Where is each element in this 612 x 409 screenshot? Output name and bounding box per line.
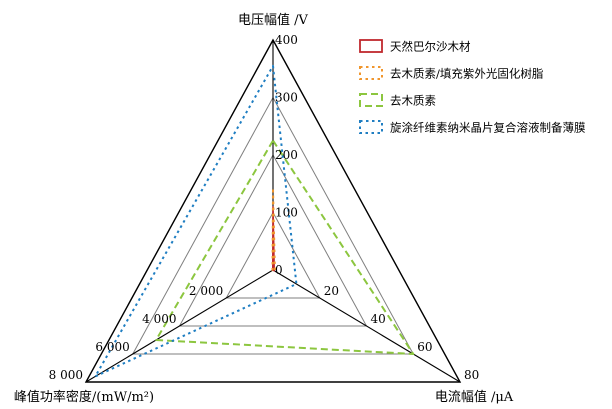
- axis-title-0: 电压幅值 /V: [238, 12, 309, 28]
- legend-label-1: 去木质素/填充紫外光固化树脂: [390, 67, 543, 81]
- tick-label-voltage: 100: [275, 206, 298, 220]
- axis-spoke-2: [85, 269, 274, 383]
- tick-label-current: 20: [324, 284, 339, 298]
- tick-label-current: 40: [371, 312, 386, 326]
- grid-ring-2: [178, 153, 368, 327]
- outer-frame: [84, 38, 462, 383]
- tick-labels: 0 100 200 300 400 20 40 60 80 2 000 4 000 6 000 8 00…: [49, 33, 480, 382]
- grid-ring-3: [131, 96, 415, 355]
- tick-label-voltage: 300: [275, 91, 298, 105]
- axis-titles: 电压幅值 /V 电流幅值 /μA 峰值功率密度/(mW/m²): [14, 12, 514, 405]
- legend-label-3: 旋涂纤维素纳米晶片复合溶液制备薄膜: [390, 121, 586, 135]
- legend-swatch-2: [359, 93, 383, 107]
- axis-spoke-1: [272, 269, 461, 383]
- legend-label-2: 去木质素: [390, 94, 436, 108]
- legend-label-0: 天然巴尔沙木材: [390, 40, 471, 54]
- series-polygon-3: [94, 64, 298, 378]
- axis-title-2: 峰值功率密度/(mW/m²): [14, 389, 154, 405]
- legend-swatch-1: [359, 66, 383, 80]
- tick-label-power-density: 2 000: [189, 284, 223, 298]
- axis-title-1: 电流幅值 /μA: [435, 389, 514, 405]
- tick-label-power-density: 6 000: [95, 340, 129, 354]
- legend: 天然巴尔沙木材去木质素/填充紫外光固化树脂去木质素旋涂纤维素纳米晶片复合溶液制备…: [359, 39, 586, 135]
- tick-label-voltage: 0: [275, 263, 283, 277]
- tick-label-current: 80: [464, 368, 479, 382]
- tick-label-voltage: 200: [275, 148, 298, 162]
- legend-swatch-0: [359, 39, 383, 53]
- series-layer: [94, 64, 415, 378]
- tick-label-voltage: 400: [275, 33, 298, 47]
- grid: [84, 38, 462, 383]
- legend-swatch-3: [359, 120, 383, 134]
- tick-label-power-density: 8 000: [49, 368, 83, 382]
- tick-label-current: 60: [417, 340, 432, 354]
- series-polygon-2: [155, 139, 415, 355]
- tick-label-power-density: 4 000: [142, 312, 176, 326]
- grid-ring-1: [225, 211, 321, 299]
